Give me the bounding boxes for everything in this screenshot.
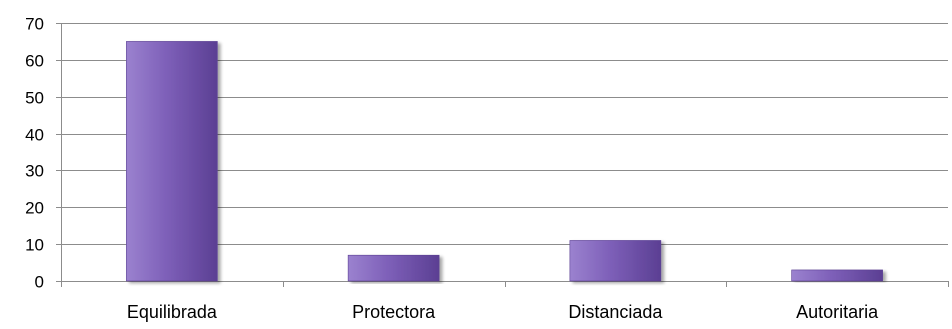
y-tick-label: 60 — [25, 52, 44, 71]
x-category-label: Autoritaria — [796, 302, 879, 322]
y-tick-label: 0 — [35, 273, 44, 292]
y-tick-label: 10 — [25, 236, 44, 255]
y-tick-labels: 0 10 20 30 40 50 60 70 — [25, 15, 44, 292]
y-tick-label: 50 — [25, 89, 44, 108]
category-labels: Equilibrada Protectora Distanciada Autorita… — [127, 302, 879, 322]
bars — [126, 41, 883, 282]
y-tick-label: 20 — [25, 199, 44, 218]
bar-protectora — [347, 254, 440, 282]
y-tick-label: 70 — [25, 15, 44, 34]
x-category-label: Protectora — [352, 302, 436, 322]
y-tick-label: 40 — [25, 126, 44, 145]
bar-equilibrada — [126, 41, 218, 282]
x-category-label: Distanciada — [568, 302, 663, 322]
bar-autoritaria — [791, 269, 883, 282]
axes — [56, 23, 949, 287]
x-category-label: Equilibrada — [127, 302, 218, 322]
y-tick-label: 30 — [25, 162, 44, 181]
bar-distanciada — [569, 240, 662, 282]
